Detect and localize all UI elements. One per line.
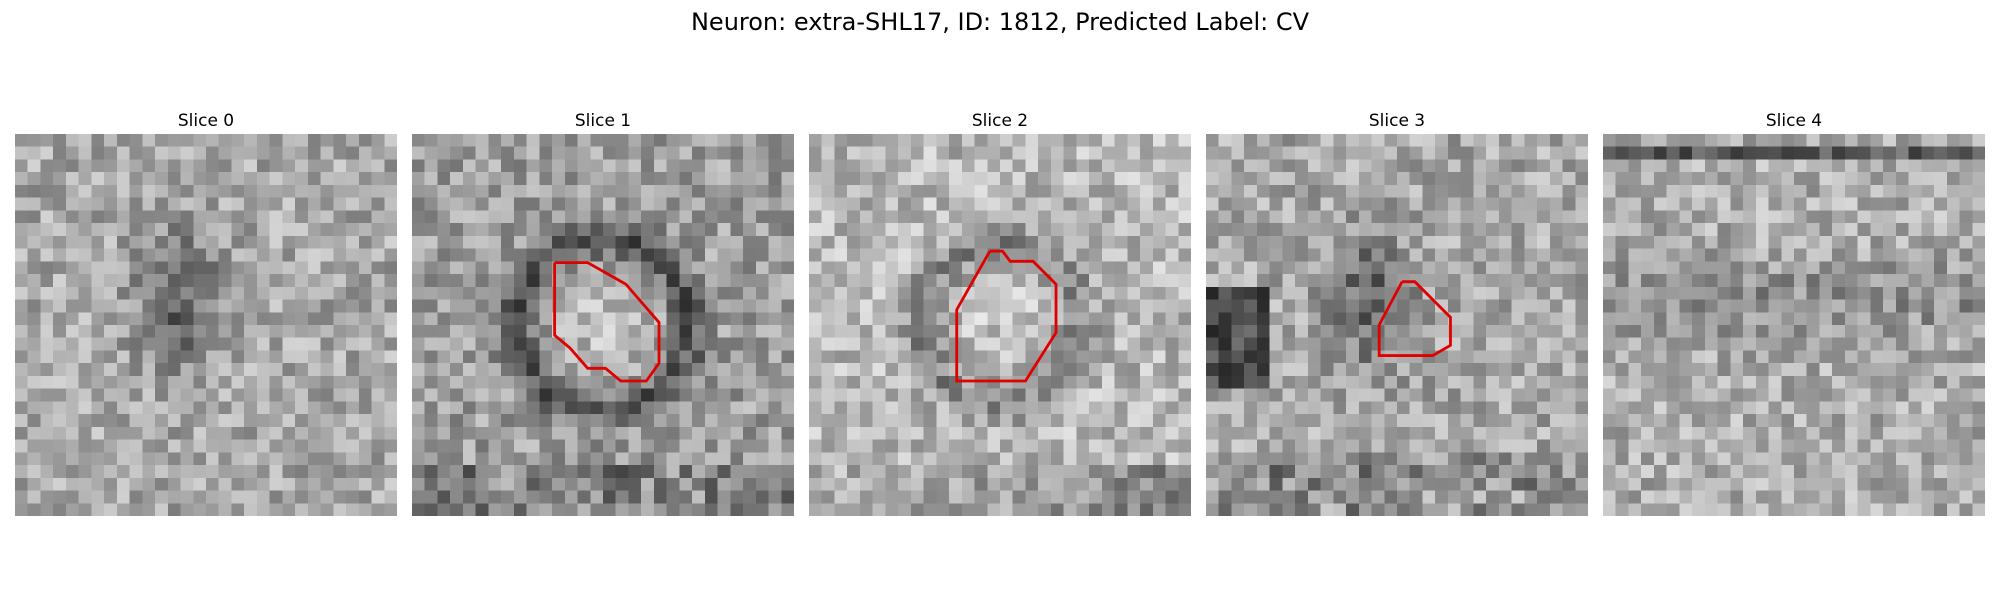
slice-image xyxy=(1206,134,1588,516)
slice-panel-3: Slice 3 xyxy=(1206,110,1588,516)
segmentation-contour xyxy=(955,249,1058,383)
slice-panel-2: Slice 2 xyxy=(809,110,1191,516)
slice-title: Slice 3 xyxy=(1368,111,1426,131)
slice-image xyxy=(412,134,794,516)
segmentation-contour xyxy=(553,261,661,383)
slice-panel-0: Slice 0 xyxy=(15,110,397,516)
slice-panel-1: Slice 1 xyxy=(412,110,794,516)
slice-image xyxy=(1603,134,1985,516)
slice-title: Slice 2 xyxy=(971,111,1029,131)
slice-title: Slice 4 xyxy=(1765,111,1823,131)
slice-image xyxy=(809,134,1191,516)
figure-title: Neuron: extra-SHL17, ID: 1812, Predicted… xyxy=(690,8,1310,36)
segmentation-contour xyxy=(1377,280,1452,357)
slice-image xyxy=(15,134,397,516)
slice-panel-4: Slice 4 xyxy=(1603,110,1985,516)
slice-title: Slice 1 xyxy=(574,111,632,131)
slice-title: Slice 0 xyxy=(177,111,235,131)
